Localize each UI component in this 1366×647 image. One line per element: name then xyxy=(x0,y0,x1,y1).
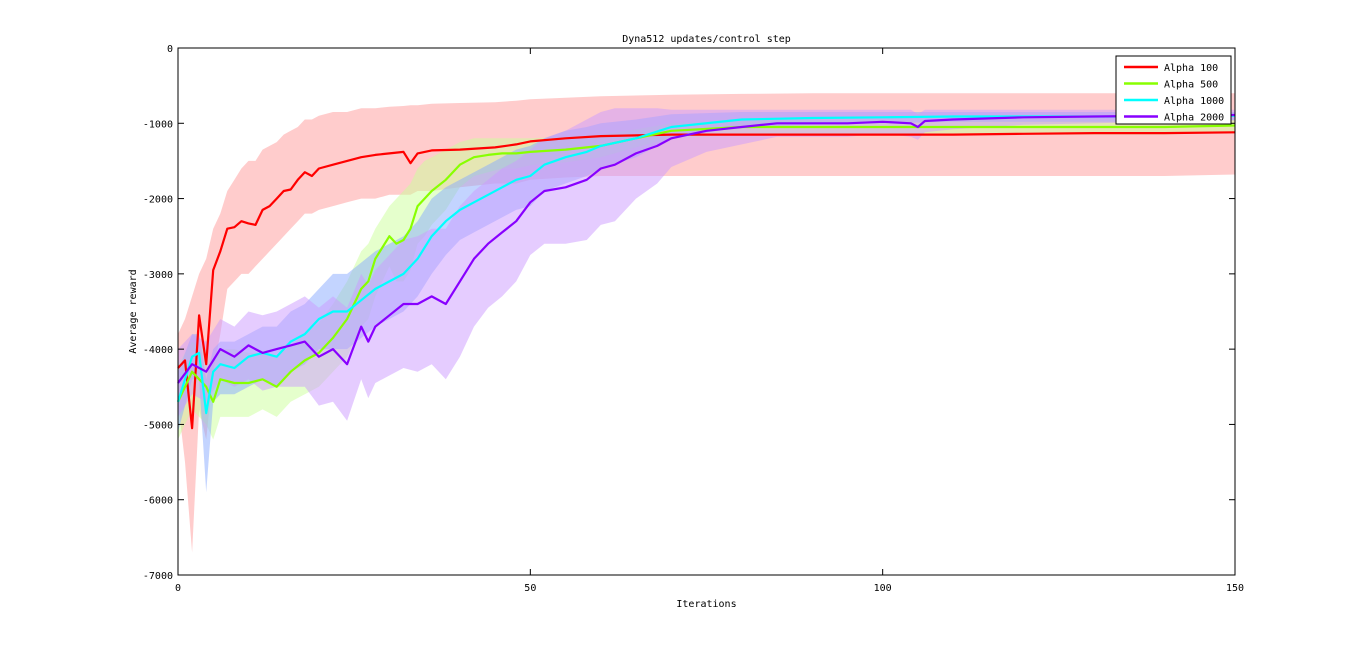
chart-title: Dyna512 updates/control step xyxy=(622,34,791,45)
x-tick-label: 50 xyxy=(524,583,536,594)
y-tick-label: -4000 xyxy=(143,345,173,356)
series-line-alpha-100 xyxy=(177,131,1236,430)
x-axis-ticks: 0 50 100 150 xyxy=(175,48,1244,594)
series-line-alpha-1000 xyxy=(176,114,1236,415)
legend-label: Alpha 500 xyxy=(1164,80,1218,91)
y-tick-label: 0 xyxy=(167,44,173,55)
y-tick-label: -3000 xyxy=(143,270,173,281)
shaded-bands xyxy=(178,93,1235,553)
y-tick-label: -6000 xyxy=(143,496,173,507)
y-tick-label: -5000 xyxy=(143,420,173,431)
x-tick-label: 150 xyxy=(1226,583,1244,594)
y-tick-label: -2000 xyxy=(143,195,173,206)
y-axis-ticks: 0 -1000 -2000 -3000 -4000 -5000 -6000 -7000 xyxy=(143,44,1235,582)
y-axis-title: Average reward xyxy=(128,269,139,353)
band-alpha-1000 xyxy=(178,112,1235,493)
band-alpha-100 xyxy=(178,93,1235,553)
x-tick-label: 100 xyxy=(874,583,892,594)
y-tick-label: -7000 xyxy=(143,571,173,582)
legend-label: Alpha 100 xyxy=(1164,63,1218,74)
series-line-alpha-2000 xyxy=(177,113,1236,384)
series-lines xyxy=(176,113,1236,430)
legend-label: Alpha 2000 xyxy=(1164,113,1224,124)
legend: Alpha 100 Alpha 500 Alpha 1000 Alpha 2000 xyxy=(1115,55,1232,125)
x-tick-label: 0 xyxy=(175,583,181,594)
x-axis-title: Iterations xyxy=(676,599,736,610)
legend-label: Alpha 1000 xyxy=(1164,96,1224,107)
band-alpha-2000 xyxy=(178,108,1235,421)
plot-area-frame xyxy=(177,47,1236,576)
y-tick-label: -1000 xyxy=(143,119,173,130)
